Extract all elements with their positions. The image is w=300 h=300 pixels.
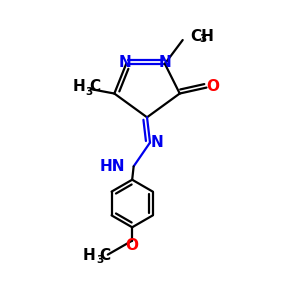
Text: HN: HN: [100, 159, 125, 174]
Text: 3: 3: [86, 87, 93, 97]
Text: N: N: [159, 55, 172, 70]
Text: H: H: [73, 79, 85, 94]
Text: H: H: [82, 248, 95, 263]
Text: O: O: [126, 238, 139, 253]
Text: CH: CH: [190, 29, 214, 44]
Text: 3: 3: [199, 34, 206, 44]
Text: 3: 3: [96, 255, 103, 265]
Text: O: O: [206, 79, 220, 94]
Text: N: N: [118, 55, 131, 70]
Text: C: C: [99, 248, 110, 263]
Text: C: C: [89, 79, 100, 94]
Text: N: N: [150, 135, 163, 150]
